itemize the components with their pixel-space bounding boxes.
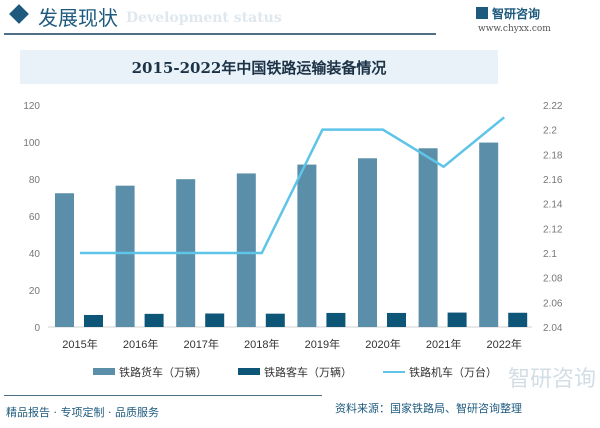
bar-passenger: [387, 312, 406, 327]
y-left-tick-label: 100: [23, 138, 40, 149]
y-right-tick-label: 2.18: [543, 150, 563, 161]
bar-freight: [115, 185, 135, 327]
brand-logo: 智研咨询: [476, 5, 540, 22]
bar-freight: [358, 158, 377, 327]
y-left-tick-label: 80: [29, 175, 41, 186]
legend-label: 铁路机车（万台）: [409, 366, 497, 379]
bar-passenger: [447, 312, 467, 327]
bar-freight: [236, 173, 256, 327]
x-tick-label: 2018年: [244, 337, 279, 351]
legend-locomotive: 铁路机车（万台）: [383, 364, 497, 380]
y-left-tick-label: 20: [29, 286, 41, 297]
bar-passenger: [265, 313, 285, 327]
y-right-tick-label: 2.14: [543, 200, 563, 211]
chart-title-band: 2015-2022年中国铁路运输装备情况: [20, 50, 498, 84]
y-right-tick-label: 2.22: [543, 101, 563, 112]
bar-freight: [479, 142, 499, 327]
legend-label: 铁路客车（万辆）: [264, 366, 352, 379]
section-title: 发展现状: [38, 6, 118, 30]
legend-passenger: 铁路客车（万辆）: [238, 364, 352, 380]
bar-freight: [297, 164, 317, 327]
legend-label: 铁路货车（万辆）: [119, 366, 207, 379]
y-right-tick-label: 2.08: [543, 274, 563, 285]
footer-slogan: 精品报告 · 专项定制 · 品质服务: [6, 406, 159, 419]
chart-title: 2015-2022年中国铁路运输装备情况: [131, 59, 387, 77]
y-right-tick-label: 2.12: [543, 224, 563, 235]
logo-icon: [476, 7, 488, 19]
legend-freight: 铁路货车（万辆）: [93, 364, 207, 380]
line-locomotive: [80, 116, 505, 255]
x-tick-label: 2021年: [426, 337, 461, 351]
header-divider: [4, 33, 436, 35]
bar-freight: [55, 193, 74, 327]
y-right-tick-label: 2.04: [543, 323, 563, 334]
bar-passenger: [205, 313, 225, 327]
y-right-tick-label: 2.16: [543, 175, 563, 186]
bar-freight: [418, 148, 438, 327]
x-tick-label: 2016年: [123, 337, 158, 351]
y-left-tick-label: 120: [23, 101, 40, 112]
legend-swatch: [93, 368, 115, 375]
chart: 0 20 40 60 80 100 120 2.04 2.06 2.08 2.1 2.12 2.14 2.…: [23, 101, 563, 351]
x-tick-label: 2022年: [486, 337, 521, 351]
x-tick-label: 2019年: [305, 337, 340, 351]
y-left-tick-label: 60: [29, 212, 41, 223]
watermark-brand: 智研咨询: [508, 367, 597, 392]
brand-url: www.chyxx.com: [478, 24, 551, 34]
footer-divider: [4, 395, 322, 396]
bar-passenger: [144, 313, 164, 327]
legend-swatch: [383, 371, 405, 373]
y-left-tick-label: 40: [29, 249, 41, 260]
source-note: 资料来源：国家铁路局、智研咨询整理: [335, 402, 522, 415]
section-subtitle: Development status: [126, 10, 282, 26]
legend-swatch: [238, 368, 260, 375]
x-tick-label: 2015年: [62, 337, 97, 351]
y-right-tick-label: 2.06: [543, 298, 563, 309]
y-right-tick-label: 2.1: [543, 249, 557, 260]
y-left-tick-label: 0: [34, 323, 40, 334]
x-tick-label: 2017年: [183, 337, 218, 351]
bar-passenger: [84, 314, 103, 327]
bar-passenger: [326, 312, 346, 327]
y-right-tick-label: 2.2: [543, 126, 557, 137]
x-tick-label: 2020年: [365, 337, 400, 351]
bar-passenger: [508, 312, 528, 327]
brand-name: 智研咨询: [492, 7, 541, 21]
